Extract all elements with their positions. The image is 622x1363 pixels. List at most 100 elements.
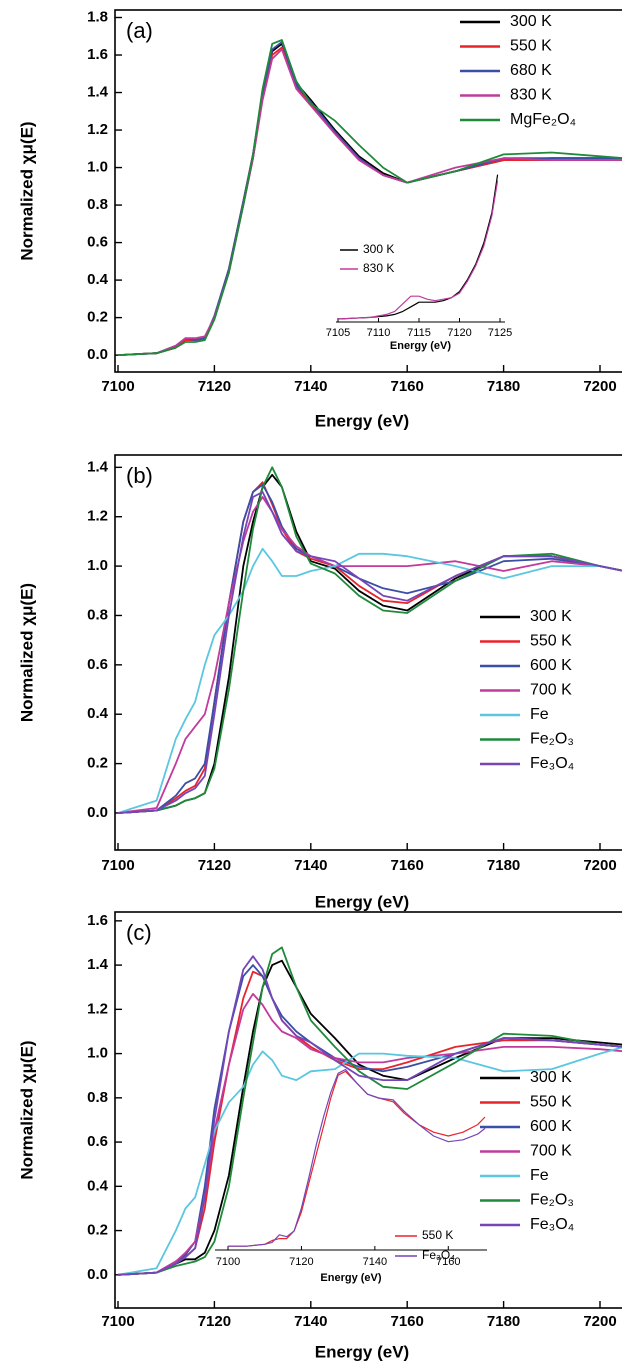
series-line <box>117 1046 622 1276</box>
y-tick-label: 0.2 <box>87 755 108 772</box>
series-line <box>117 946 622 1276</box>
y-tick-label: 1.4 <box>87 83 109 100</box>
series-line <box>117 491 622 814</box>
y-tick-label: 0.4 <box>87 271 109 288</box>
series-line <box>117 39 622 356</box>
series-line <box>117 496 622 814</box>
y-tick-label: 0.8 <box>87 196 108 213</box>
legend-label: 600 K <box>530 1118 572 1135</box>
y-tick-label: 0.2 <box>87 309 108 326</box>
y-tick-label: 1.6 <box>87 46 108 63</box>
y-tick-label: 1.4 <box>87 956 109 973</box>
x-tick-label: 7100 <box>101 857 134 874</box>
y-tick-label: 0.4 <box>87 1177 109 1194</box>
y-tick-label: 0.0 <box>87 1266 108 1283</box>
y-tick-label: 0.6 <box>87 234 108 251</box>
x-tick-label: 7140 <box>294 1313 327 1330</box>
x-tick-label: 7100 <box>101 1313 134 1330</box>
inset-x-tick-label: 7120 <box>447 327 471 339</box>
y-axis-label: Normalized χμ(E) <box>17 583 36 722</box>
legend-label: Fe₂O₃ <box>530 1192 574 1209</box>
series-line <box>337 174 499 320</box>
legend-label: 700 K <box>530 1143 572 1160</box>
x-tick-label: 7180 <box>487 1313 520 1330</box>
legend-label: 830 K <box>510 87 552 104</box>
legend-label: 300 K <box>530 1069 572 1086</box>
y-tick-label: 0.6 <box>87 656 108 673</box>
series-line <box>228 1068 486 1247</box>
y-tick-label: 0.8 <box>87 1089 108 1106</box>
y-tick-label: 1.6 <box>87 912 108 929</box>
y-tick-label: 1.0 <box>87 557 108 574</box>
legend-label: Fe <box>530 1167 549 1184</box>
plot-frame <box>114 454 622 851</box>
legend-label: Fe₃O₄ <box>530 755 574 772</box>
y-tick-label: 0.0 <box>87 804 108 821</box>
panel-label: (c) <box>126 920 152 945</box>
x-tick-label: 7200 <box>583 1313 616 1330</box>
inset-x-tick-label: 7160 <box>436 1256 460 1268</box>
x-tick-label: 7120 <box>198 857 231 874</box>
inset-x-tick-label: 7120 <box>289 1256 313 1268</box>
y-tick-label: 0.6 <box>87 1133 108 1150</box>
x-tick-label: 7120 <box>198 1313 231 1330</box>
legend-label: Fe₃O₄ <box>422 1248 455 1262</box>
legend-label: 300 K <box>530 608 572 625</box>
panel-label: (a) <box>126 18 153 43</box>
x-axis-label: Energy (eV) <box>315 892 409 911</box>
y-axis-label: Normalized χμ(E) <box>17 121 36 260</box>
series-line <box>228 1070 486 1247</box>
x-tick-label: 7100 <box>101 378 134 395</box>
x-tick-label: 7140 <box>294 378 327 395</box>
series-line <box>117 955 622 1276</box>
legend-label: 830 K <box>363 261 394 275</box>
series-line <box>117 547 622 814</box>
x-axis-label: Energy (eV) <box>315 1342 409 1361</box>
legend-label: Fe₂O₃ <box>530 731 574 748</box>
legend-label: 600 K <box>530 657 572 674</box>
legend-label: 300 K <box>363 242 394 256</box>
series-line <box>117 466 622 814</box>
y-tick-label: 0.0 <box>87 346 108 363</box>
x-tick-label: 7140 <box>294 857 327 874</box>
legend-label: 550 K <box>530 633 572 650</box>
legend-label: 680 K <box>510 62 552 79</box>
legend-label: 550 K <box>422 1228 453 1242</box>
x-tick-label: 7160 <box>391 857 424 874</box>
y-tick-label: 1.0 <box>87 1045 108 1062</box>
plot-frame <box>114 911 622 1309</box>
series-line <box>117 993 622 1276</box>
x-tick-label: 7160 <box>391 378 424 395</box>
y-tick-label: 0.4 <box>87 705 109 722</box>
legend-label: Fe₃O₄ <box>530 1216 574 1233</box>
y-tick-label: 0.2 <box>87 1222 108 1239</box>
y-tick-label: 1.4 <box>87 458 109 475</box>
inset-x-tick-label: 7105 <box>326 327 350 339</box>
x-tick-label: 7180 <box>487 378 520 395</box>
x-tick-label: 7120 <box>198 378 231 395</box>
y-tick-label: 1.8 <box>87 8 108 25</box>
series-line <box>337 180 499 320</box>
y-tick-label: 0.8 <box>87 606 108 623</box>
x-tick-label: 7200 <box>583 857 616 874</box>
legend-label: 550 K <box>530 1094 572 1111</box>
y-tick-label: 1.2 <box>87 121 108 138</box>
y-tick-label: 1.2 <box>87 508 108 525</box>
legend-label: Fe <box>530 706 549 723</box>
series-line <box>117 959 622 1276</box>
inset-x-tick-label: 7110 <box>367 327 391 339</box>
x-tick-label: 7180 <box>487 857 520 874</box>
inset-x-tick-label: 7100 <box>216 1256 240 1268</box>
x-axis-label: Energy (eV) <box>315 411 409 430</box>
legend-label: 550 K <box>510 38 552 55</box>
legend-label: 300 K <box>510 13 552 30</box>
legend-label: MgFe₂O₄ <box>510 111 576 128</box>
inset-x-axis-label: Energy (eV) <box>390 340 451 352</box>
inset-x-tick-label: 7140 <box>363 1256 387 1268</box>
x-tick-label: 7200 <box>583 378 616 395</box>
inset-x-tick-label: 7115 <box>407 327 431 339</box>
y-tick-label: 1.0 <box>87 159 108 176</box>
panel-label: (b) <box>126 463 153 488</box>
y-axis-label: Normalized χμ(E) <box>17 1040 36 1179</box>
